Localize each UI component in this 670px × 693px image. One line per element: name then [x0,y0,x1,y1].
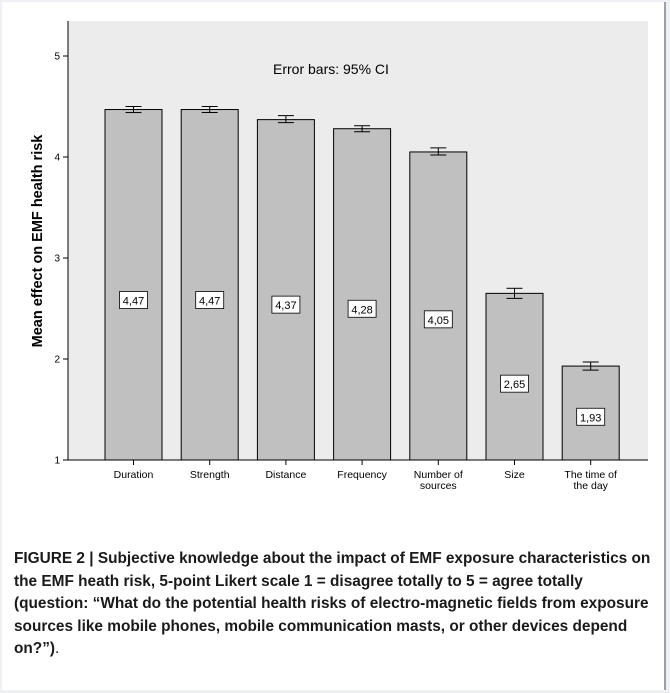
value-label-box [500,374,529,393]
value-label-box [271,295,301,314]
x-tick-label: Frequency [337,469,387,481]
x-tick-label: Number of [414,469,463,481]
error-bar [201,106,218,114]
x-tick-label: Duration [114,469,154,481]
bar [409,151,468,461]
value-label: 1,93 [580,412,601,424]
error-bar [430,147,447,156]
error-bar [506,287,523,299]
x-tick-label: Size [504,469,525,481]
y-axis: 1 2 3 4 5 [54,21,69,467]
value-label-box [576,407,606,426]
y-axis-title: Mean effect on EMF health risk [30,134,46,348]
x-tick-label: sources [420,480,457,492]
caption-text: FIGURE 2 | Subjective knowledge about th… [14,550,651,657]
x-tick-label: Strength [190,469,230,481]
x-tick-label: the day [573,480,608,492]
error-bar [125,106,142,114]
figure-caption: FIGURE 2 | Subjective knowledge about th… [14,548,654,661]
value-label: 4,05 [428,315,449,327]
value-label: 4,28 [351,304,372,316]
error-bar [277,115,294,124]
value-label: 4,37 [275,300,296,312]
error-bar [354,125,371,133]
y-tick-label: 4 [54,153,60,164]
value-label: 4,47 [199,296,220,308]
value-label-box [195,291,225,309]
bar-chart: 1 2 3 4 5 Duration Strength Distance Frequency N… [30,21,648,492]
bar [256,119,315,461]
x-tick-label: The time of [564,469,617,481]
bar [104,109,163,461]
value-label-box [423,310,453,329]
value-label: 4,47 [123,296,144,308]
bar-series: 4,47 4,47 4,37 4,28 4,05 2,65 1,93 [104,106,620,461]
value-label-box [119,291,148,309]
value-label-box [347,299,377,318]
y-tick-label: 3 [54,254,60,265]
error-bars-note: Error bars: 95% CI [273,61,389,77]
x-axis: Duration Strength Distance Frequency Number … [68,459,648,492]
y-tick-label: 5 [54,52,60,63]
caption-end: . [55,640,60,657]
y-tick-label: 1 [54,456,60,467]
bar [333,128,392,461]
y-tick-label: 2 [54,355,60,366]
value-label: 2,65 [504,379,525,391]
error-bar [582,361,599,371]
x-tick-label: Distance [265,469,306,481]
bar [180,109,239,461]
